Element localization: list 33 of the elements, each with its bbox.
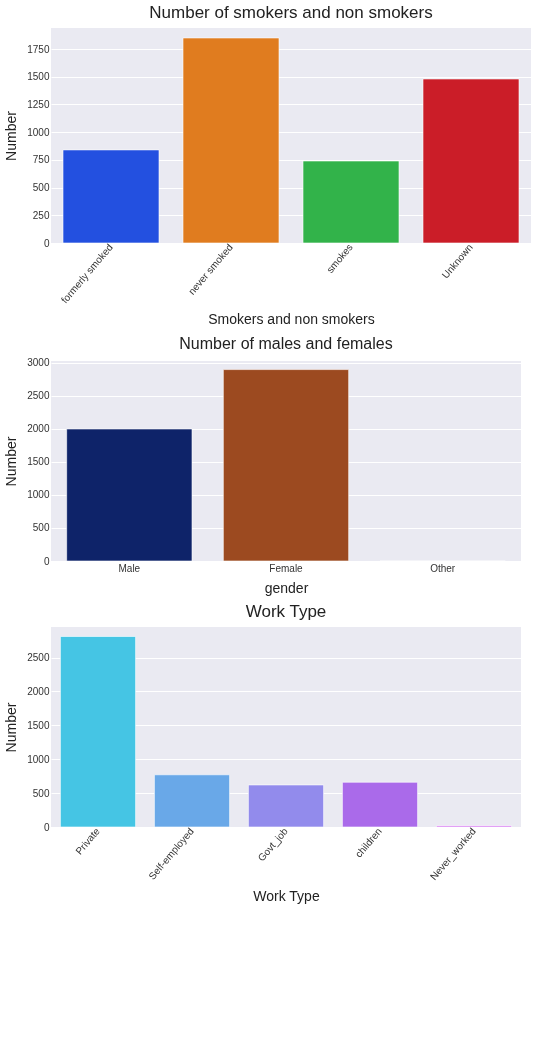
y-tick-label: 2500 [27, 390, 50, 402]
y-tick-label: 1500 [27, 719, 50, 731]
y-tick-label: 250 [32, 209, 50, 221]
y-tick-label: 2000 [27, 423, 50, 435]
y-axis-title: Number [3, 110, 20, 161]
y-axis-title: Number [3, 702, 20, 753]
y-tick-label: 500 [32, 787, 50, 799]
y-tick-label: 500 [32, 522, 50, 534]
chart-title: Number of smokers and non smokers [149, 3, 433, 22]
y-tick-label: 750 [32, 154, 50, 166]
y-tick-label: 0 [43, 555, 50, 567]
y-tick-label: 1000 [27, 753, 50, 765]
y-tick-label: 1000 [27, 126, 50, 138]
x-tick-label: Female [269, 562, 304, 574]
chart-title: Work Type [245, 602, 327, 621]
y-tick-label: 3000 [27, 357, 50, 369]
y-tick-label: 1000 [27, 489, 50, 501]
y-tick-label: 500 [32, 182, 50, 194]
y-tick-label: 1500 [27, 456, 50, 468]
y-tick-label: 0 [43, 237, 50, 249]
x-axis-title: Work Type [253, 888, 320, 905]
chart-title: Number of males and females [179, 334, 393, 352]
x-axis-title: gender [264, 579, 309, 596]
x-axis-title: Smokers and non smokers [208, 311, 375, 328]
y-tick-label: 1750 [27, 43, 50, 55]
y-tick-label: 2000 [27, 685, 50, 697]
y-axis-title: Number [3, 436, 20, 487]
y-tick-label: 2500 [27, 652, 50, 664]
y-tick-label: 1500 [27, 71, 50, 83]
y-tick-label: 1250 [27, 98, 50, 110]
x-tick-label: Other [430, 562, 456, 574]
y-tick-label: 0 [43, 821, 50, 833]
x-tick-label: Male [118, 562, 141, 574]
